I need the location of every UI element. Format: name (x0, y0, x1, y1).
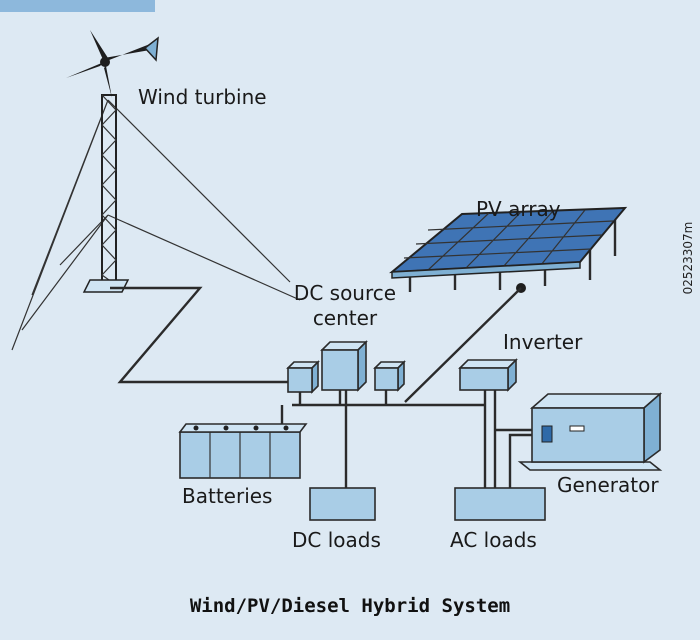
ac-loads-label: AC loads (450, 528, 537, 552)
dc-source-label: center (313, 306, 378, 330)
dc-loads-label: DC loads (292, 528, 381, 552)
generator (517, 392, 663, 471)
caption: Wind/PV/Diesel Hybrid System (190, 595, 510, 617)
side-code: 02523307m (681, 222, 695, 295)
generator-label: Generator (557, 473, 659, 497)
dc-source-label: DC source (294, 281, 396, 305)
pv-array-label: PV array (476, 197, 561, 221)
inverter-label: Inverter (503, 330, 583, 354)
pv-array (389, 206, 628, 293)
batteries-label: Batteries (182, 484, 272, 508)
inverter-box (458, 358, 518, 392)
wind-turbine (11, 30, 301, 351)
wind-turbine-label: Wind turbine (138, 85, 267, 109)
tab (0, 0, 155, 12)
dc-loads-box (309, 487, 376, 521)
ac-loads-box (454, 487, 546, 521)
dc-source-boxes (286, 340, 406, 394)
batteries (178, 423, 308, 479)
wiring (110, 286, 540, 490)
